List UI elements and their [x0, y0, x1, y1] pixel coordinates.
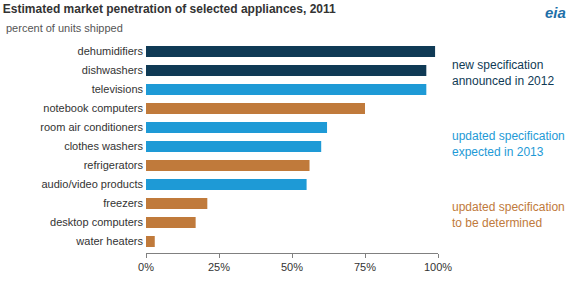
- svg-text:dishwashers: dishwashers: [82, 64, 144, 76]
- svg-text:0%: 0%: [138, 261, 154, 273]
- svg-text:clothes washers: clothes washers: [64, 140, 143, 152]
- svg-text:refrigerators: refrigerators: [84, 159, 144, 171]
- svg-text:desktop computers: desktop computers: [50, 216, 143, 228]
- svg-text:Estimated market penetration o: Estimated market penetration of selected…: [3, 2, 336, 16]
- svg-text:25%: 25%: [208, 261, 230, 273]
- svg-text:100%: 100%: [424, 261, 452, 273]
- svg-text:updated specificationexpected: updated specificationexpected in 2013: [452, 129, 565, 159]
- svg-text:televisions: televisions: [92, 83, 144, 95]
- svg-text:dehumidifiers: dehumidifiers: [78, 45, 144, 57]
- svg-text:notebook computers: notebook computers: [43, 102, 143, 114]
- svg-text:water heaters: water heaters: [75, 235, 143, 247]
- svg-text:updated specificationto be det: updated specificationto be determined: [452, 200, 565, 230]
- svg-text:percent of units shipped: percent of units shipped: [6, 22, 123, 34]
- svg-text:audio/video products: audio/video products: [41, 178, 143, 190]
- svg-text:new specificationannounced in: new specificationannounced in 2012: [452, 58, 554, 88]
- svg-text:50%: 50%: [281, 261, 303, 273]
- svg-text:eia: eia: [545, 4, 566, 21]
- svg-text:freezers: freezers: [103, 197, 143, 209]
- svg-text:75%: 75%: [354, 261, 376, 273]
- svg-text:room air conditioners: room air conditioners: [40, 121, 143, 133]
